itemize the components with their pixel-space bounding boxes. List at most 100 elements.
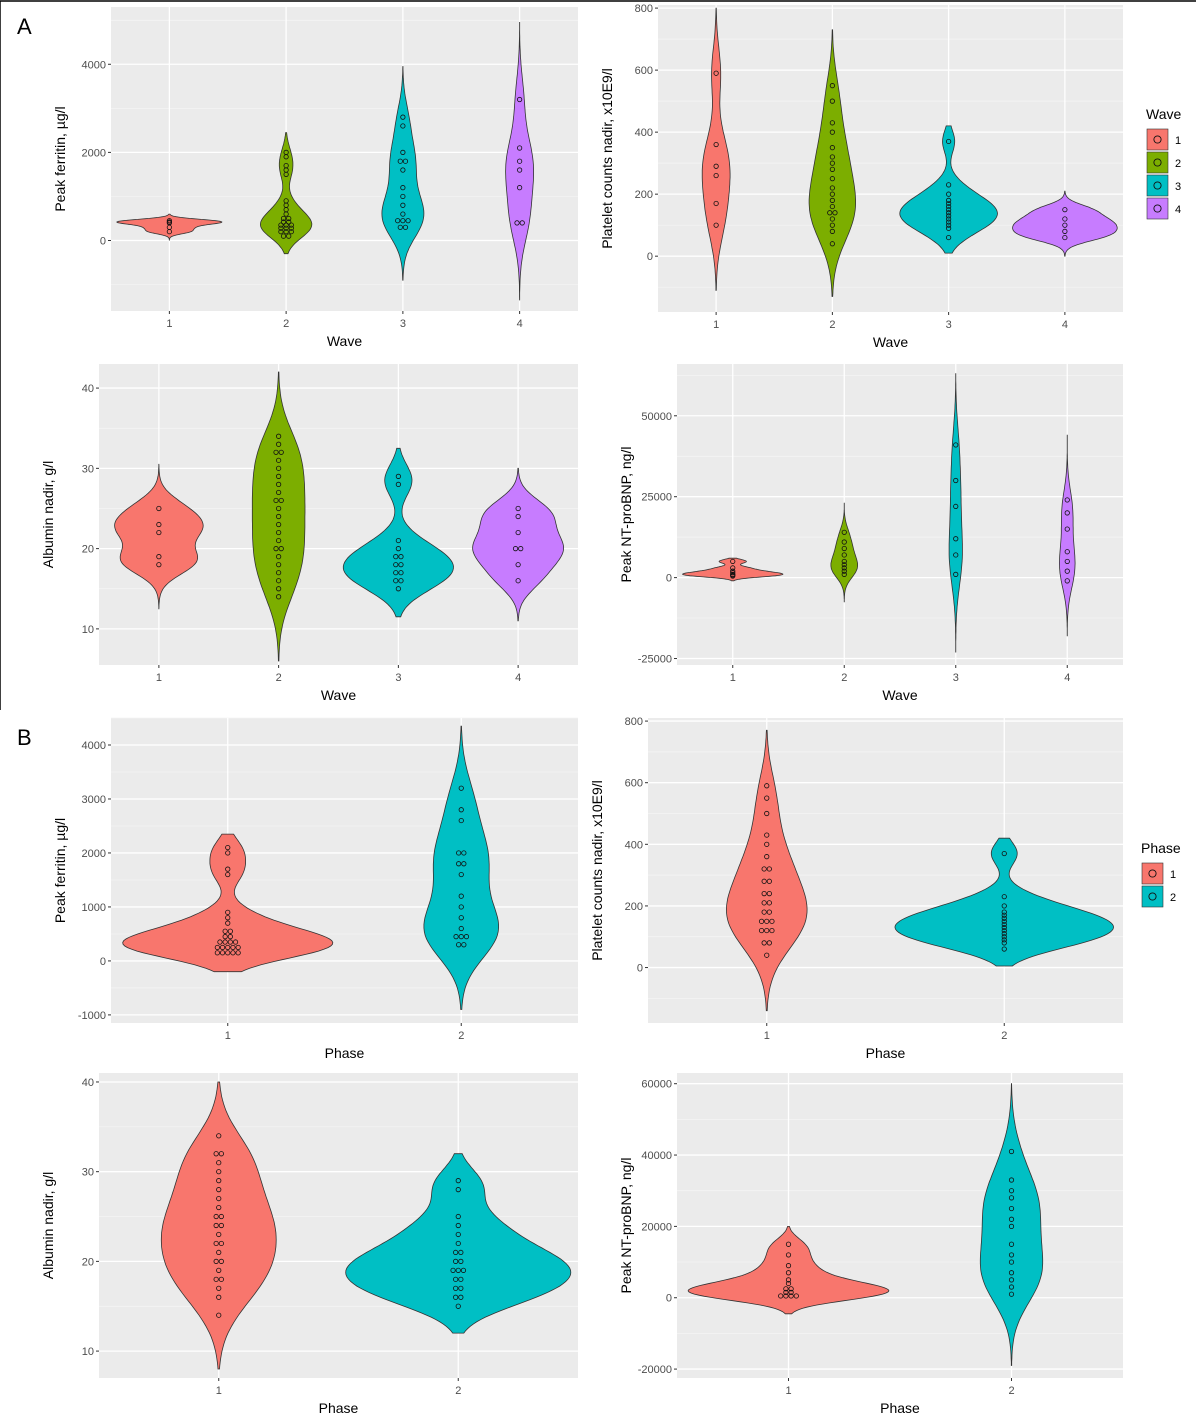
data-point [764, 854, 770, 860]
data-point [273, 546, 279, 552]
data-point [276, 570, 282, 576]
data-point [283, 198, 289, 204]
data-point [216, 1231, 222, 1238]
data-point [764, 952, 770, 958]
legend-point-icon [1153, 135, 1162, 144]
x-tick-label: 3 [946, 319, 952, 331]
data-point [286, 219, 292, 225]
data-point [398, 554, 404, 560]
data-point [225, 915, 231, 921]
data-point [156, 521, 162, 528]
data-point [288, 225, 294, 231]
data-point [458, 785, 464, 791]
data-point [946, 207, 952, 213]
data-point [288, 229, 294, 235]
data-point [764, 810, 770, 817]
y-tick-label: 0 [100, 236, 106, 248]
data-point [517, 167, 523, 173]
data-point [829, 216, 835, 222]
chart-panel-6: 0 200 400 600 800 1 2 Phase Platelet counts nadi… [589, 716, 1123, 1061]
y-tick-label: 40000 [641, 1150, 672, 1162]
data-point [235, 944, 241, 951]
data-point [273, 449, 279, 455]
data-point [400, 114, 406, 120]
data-point [156, 562, 162, 568]
violin-1 [687, 1226, 890, 1315]
y-tick-label: 0 [647, 251, 653, 263]
data-point [276, 529, 282, 536]
data-point [395, 586, 401, 592]
y-tick-label: -25000 [638, 654, 672, 666]
data-point [213, 1240, 219, 1247]
plot-background [648, 718, 1123, 1023]
data-point [785, 1252, 792, 1258]
plot-background [658, 5, 1123, 312]
data-point [832, 210, 838, 216]
data-point [953, 571, 959, 577]
data-point [713, 172, 719, 179]
plot-background [111, 718, 578, 1023]
data-point [1001, 915, 1007, 921]
violin-1 [160, 1081, 277, 1370]
data-point [788, 1286, 794, 1292]
data-point [946, 191, 952, 197]
x-tick-label: 3 [395, 672, 401, 684]
data-point [1001, 927, 1007, 934]
legend-label: 1 [1170, 869, 1176, 881]
legend-key [1141, 885, 1164, 908]
data-point [953, 442, 959, 448]
x-tick-label: 2 [276, 672, 282, 684]
data-point [227, 934, 233, 940]
data-point [946, 203, 952, 210]
data-point [395, 473, 401, 479]
data-point [517, 158, 523, 164]
data-point [519, 220, 525, 226]
data-point [788, 1293, 794, 1299]
y-tick-label: 600 [625, 778, 643, 790]
violin-1 [114, 463, 204, 610]
data-point [764, 927, 770, 934]
legend-title: Phase [1141, 840, 1181, 856]
panel-label-b: B [17, 725, 32, 750]
data-point [276, 521, 282, 528]
data-point [216, 1294, 222, 1300]
data-point [829, 98, 835, 104]
chart-panel-4: -25000 0 25000 50000 1 2 3 4 Wave Peak NT-proBNP,… [618, 364, 1123, 703]
y-tick-label: 2000 [82, 147, 106, 159]
data-point [278, 222, 284, 228]
data-point [766, 909, 772, 915]
data-point [766, 866, 772, 872]
data-point [397, 158, 403, 164]
data-point [783, 1289, 789, 1295]
data-point [225, 950, 231, 956]
x-tick-label: 3 [953, 672, 959, 684]
data-point [1008, 1177, 1015, 1183]
violin-3 [381, 66, 425, 281]
data-point [766, 878, 772, 884]
data-point [841, 539, 847, 545]
data-point [785, 1277, 792, 1283]
x-axis-label: Phase [866, 1045, 906, 1061]
data-point [273, 497, 279, 504]
data-point [276, 457, 282, 463]
data-point [793, 1293, 799, 1299]
data-point [1008, 1148, 1015, 1155]
data-point [458, 807, 464, 813]
y-tick-label: 800 [635, 3, 653, 15]
x-axis-label: Wave [327, 333, 362, 349]
data-point [458, 915, 464, 921]
data-point [946, 234, 952, 241]
data-point [453, 1258, 459, 1264]
y-tick-label: 200 [635, 189, 653, 201]
data-point [235, 950, 241, 956]
data-point [232, 939, 239, 945]
data-point [286, 233, 292, 239]
data-point [216, 1312, 222, 1318]
data-point [713, 70, 719, 76]
violin-3 [899, 125, 998, 254]
data-point [764, 783, 770, 789]
x-tick-label: 2 [458, 1030, 464, 1042]
chart-panel-7: 10 20 30 40 1 2 Phase Albumin nadir, g/l [40, 1073, 578, 1416]
data-point [730, 568, 736, 574]
